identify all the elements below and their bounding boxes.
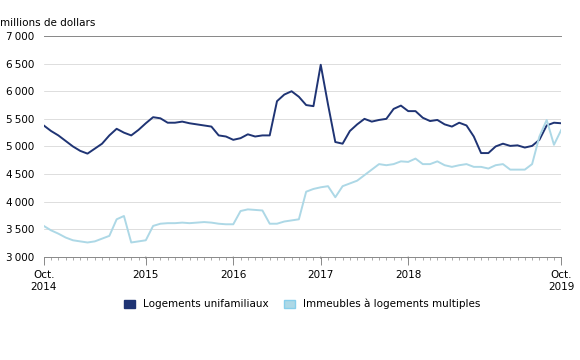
Legend: Logements unifamiliaux, Immeubles à logements multiples: Logements unifamiliaux, Immeubles à loge… bbox=[120, 294, 485, 314]
Text: millions de dollars: millions de dollars bbox=[0, 18, 95, 28]
